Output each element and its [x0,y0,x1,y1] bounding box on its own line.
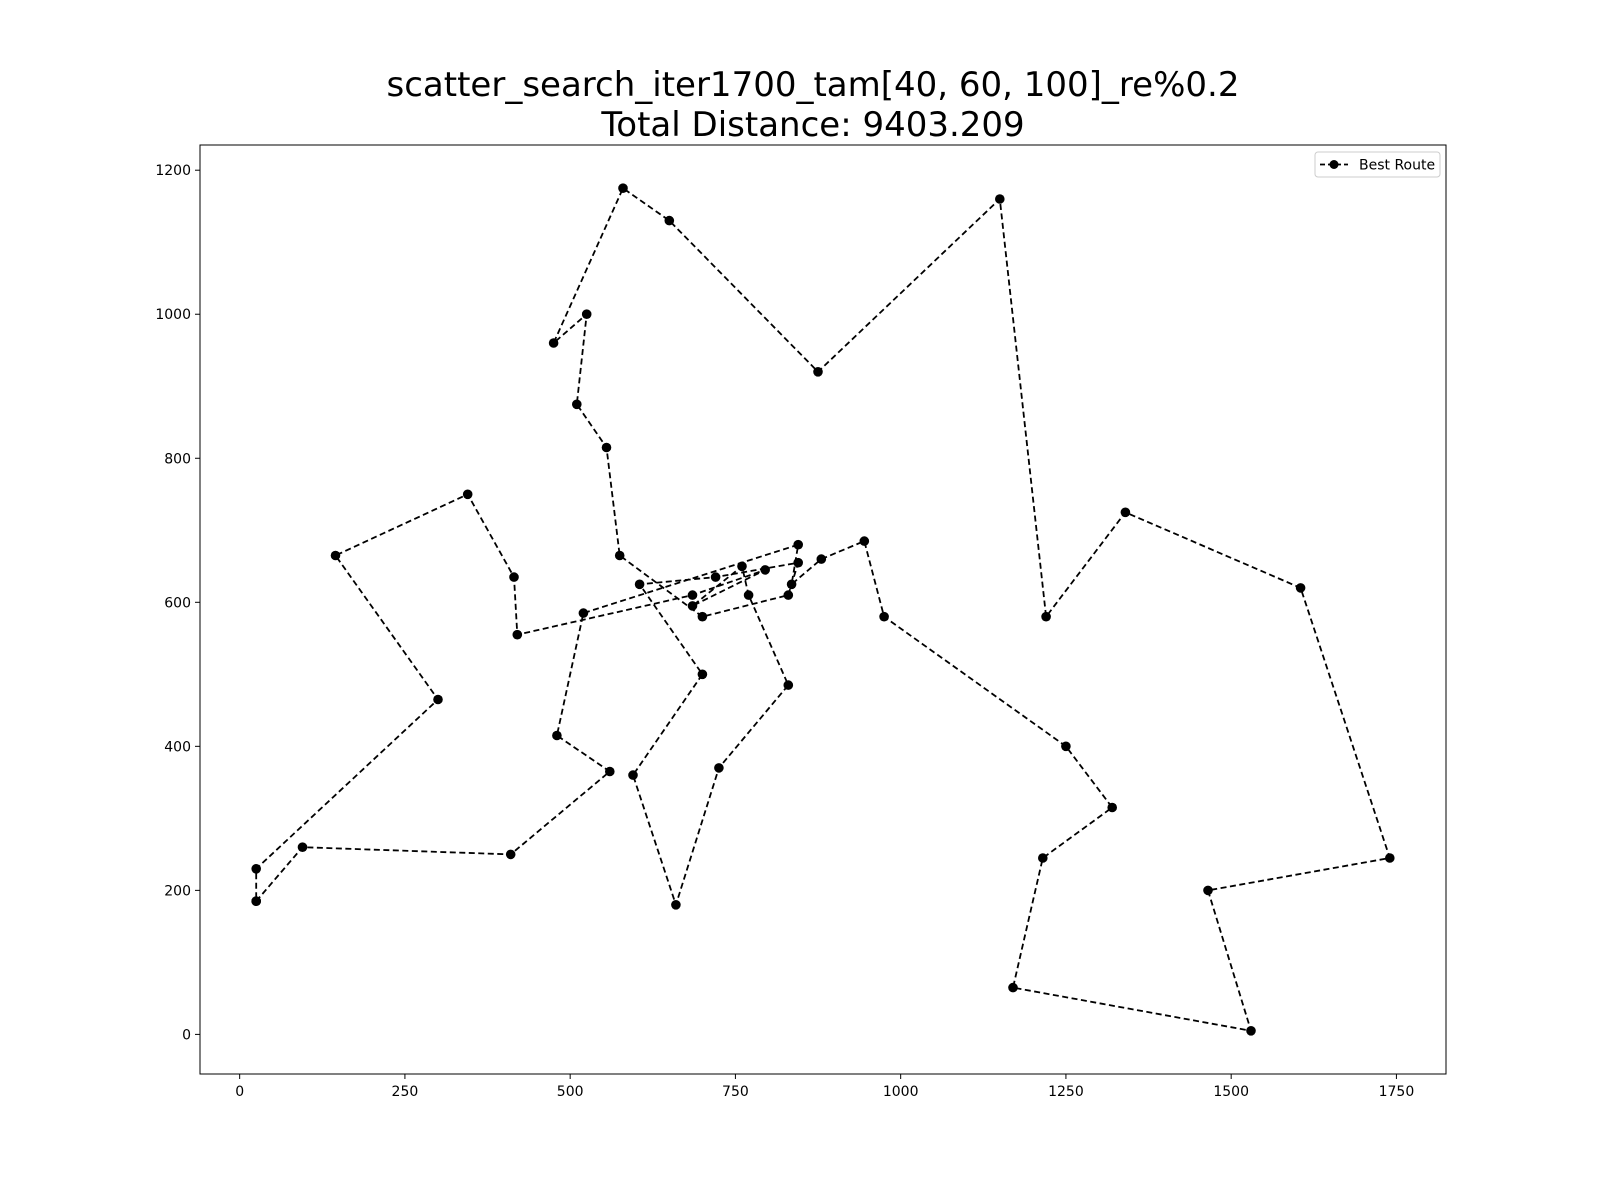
x-tick-label: 750 [722,1084,749,1100]
route-point [1385,853,1395,863]
route-point [433,694,443,705]
route-point [297,842,308,852]
route-point [783,590,794,600]
legend-label: Best Route [1359,158,1435,174]
route-point [786,579,797,590]
route-point [793,557,803,568]
x-tick-label: 0 [235,1084,244,1100]
legend: Best Route [1314,151,1441,178]
axis-ticks: 0 250 500 750 1000 1250 1500 1750 0 200 400 600 800 1… [155,163,1414,1100]
route-point [1203,885,1213,896]
route-point [783,680,794,690]
route-series [251,183,1395,1036]
route-point [1061,741,1071,752]
y-tick-label: 1200 [155,163,191,179]
y-tick-label: 200 [164,883,191,899]
route-point [1295,583,1306,593]
route-point [1246,1026,1256,1036]
route-point [605,766,615,777]
route-point [859,536,870,546]
route-point [1008,982,1018,993]
route-point [509,572,519,582]
route-point [1107,802,1117,813]
route-point [572,399,582,410]
route-point [1120,507,1131,518]
route-point [737,561,747,572]
route-point [251,896,261,906]
route-point [505,849,516,860]
route-point [618,183,628,193]
route-line [255,186,1391,1032]
route-point [760,565,770,575]
route-point [601,442,612,453]
route-point [614,550,625,561]
chart-title: scatter_search_iter1700_tam[40, 60, 100]… [387,65,1240,105]
route-point [687,601,698,611]
route-point [548,338,559,348]
route-point [793,539,803,550]
route-point [578,608,589,618]
route-point [552,730,562,741]
route-point [879,611,889,622]
x-tick-label: 1250 [1048,1084,1084,1100]
x-tick-label: 1750 [1379,1084,1415,1100]
x-tick-label: 500 [557,1084,584,1100]
route-point [743,590,754,600]
route-point [628,770,638,780]
legend-marker-swatch [1329,160,1339,169]
route-point [687,590,698,600]
y-tick-label: 0 [182,1027,191,1043]
legend-box [1314,151,1441,178]
route-point [816,554,827,564]
y-tick-label: 600 [164,595,191,611]
x-tick-label: 1500 [1213,1084,1249,1100]
route-point [634,579,645,590]
route-point [813,367,823,377]
y-tick-label: 800 [164,451,191,467]
route-point [664,215,675,226]
route-point [1038,853,1048,863]
x-tick-label: 250 [392,1084,419,1100]
plot-area [199,144,1447,1075]
y-tick-label: 400 [164,739,191,755]
chart-subtitle: Total Distance: 9403.209 [600,105,1024,145]
route-point [1041,611,1051,622]
route-point [251,864,261,874]
route-point [714,763,724,773]
route-point [581,309,592,320]
x-tick-label: 1000 [883,1084,919,1100]
route-point [697,669,708,680]
route-point [512,629,523,640]
route-point [697,611,708,622]
route-point [671,900,681,910]
y-tick-label: 1000 [155,307,191,323]
route-point [330,550,341,561]
route-point [462,489,473,500]
route-point [995,194,1005,204]
route-point [710,572,721,582]
